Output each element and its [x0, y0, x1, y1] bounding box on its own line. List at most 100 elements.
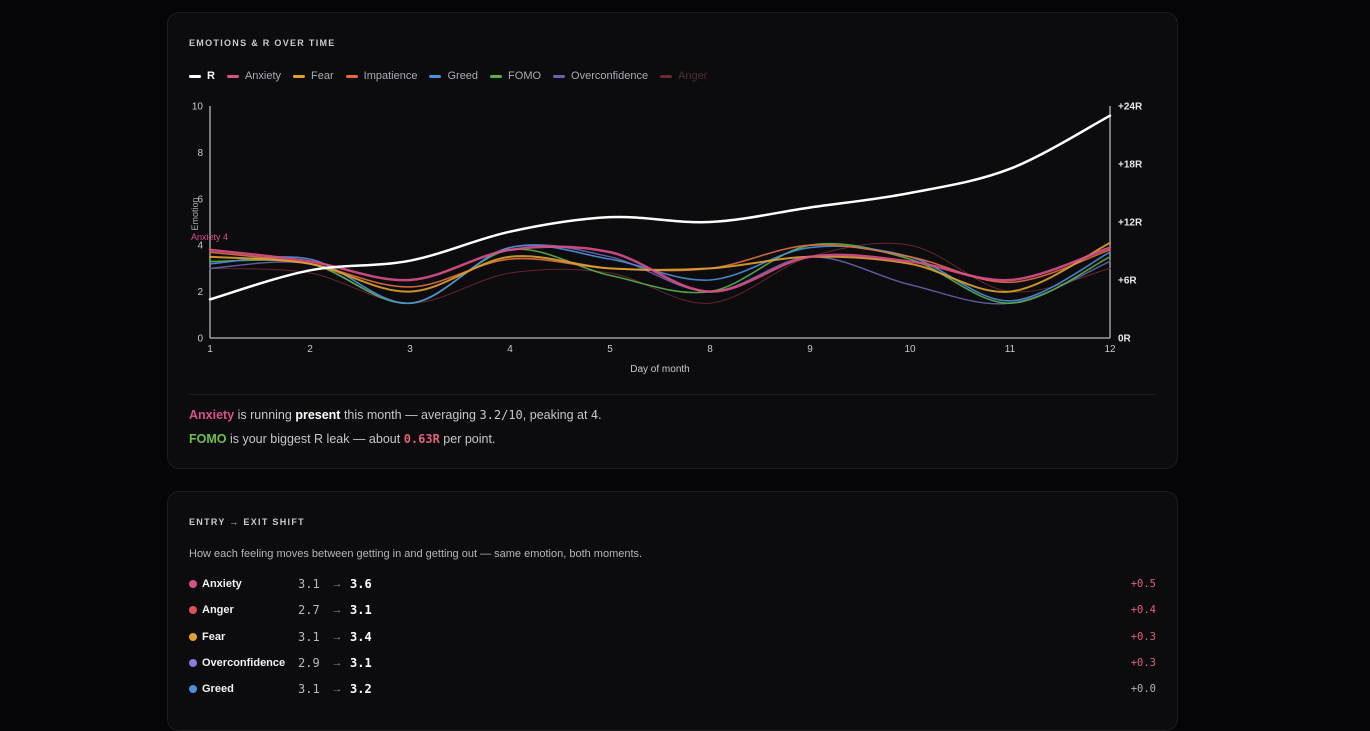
entry-value: 3.1 — [298, 682, 320, 697]
y-tick-label: 8 — [197, 148, 203, 159]
insight-text: this month — averaging — [340, 408, 480, 422]
insight-text: is your biggest R leak — about — [226, 432, 404, 446]
shift-row-fear: Fear 3.1 → 3.4 +0.3 — [189, 627, 1156, 647]
series-line-fear — [209, 241, 1111, 293]
x-tick-label: 4 — [507, 344, 513, 355]
x-tick-label: 11 — [1005, 344, 1016, 355]
legend-swatch — [345, 74, 358, 78]
y-tick-label: 10 — [192, 102, 204, 113]
legend-label: FOMO — [508, 70, 542, 82]
x-tick-label: 5 — [607, 344, 613, 355]
insight-emotion-fomo: FOMO — [189, 432, 227, 446]
emotion-dot — [189, 580, 197, 588]
x-tick-label: 2 — [307, 344, 313, 355]
shift-card-title: ENTRY → EXIT SHIFT — [189, 517, 305, 527]
delta-value: +0.3 — [1130, 630, 1156, 643]
legend-item-anger[interactable]: Anger — [660, 70, 707, 82]
emotion-dot — [189, 632, 197, 641]
anxiety-insight: Anxiety is running present this month — … — [189, 408, 602, 422]
legend-swatch — [189, 74, 201, 78]
legend-swatch — [293, 74, 306, 78]
insight-average: 3.2/10 — [479, 408, 523, 422]
card-divider — [189, 394, 1156, 395]
legend-label: Anger — [678, 70, 708, 82]
emotion-name: Anger — [202, 604, 234, 617]
x-tick-label: 3 — [407, 344, 413, 355]
emotion-dot — [189, 606, 197, 615]
insight-text: , peaking at — [522, 408, 591, 422]
arrow-icon: → — [331, 630, 343, 643]
x-tick-label: 10 — [904, 344, 916, 355]
entry-value: 2.7 — [298, 603, 320, 618]
entry-value: 3.1 — [298, 577, 320, 591]
legend-item-r[interactable]: R — [189, 70, 215, 82]
legend-item-fear[interactable]: Fear — [293, 70, 334, 82]
legend-item-overconfidence[interactable]: Overconfidence — [553, 70, 648, 82]
exit-value: 3.4 — [350, 629, 372, 644]
insight-text: per point. — [439, 432, 496, 446]
emotion-dot — [189, 685, 197, 694]
arrow-icon: → — [331, 578, 343, 590]
legend-swatch — [490, 74, 503, 78]
y-tick-label: 6 — [197, 194, 203, 205]
x-tick-label: 1 — [207, 344, 213, 355]
delta-value: +0.3 — [1130, 656, 1156, 669]
x-tick-label: 8 — [707, 344, 713, 355]
emotion-name: Anxiety — [202, 578, 242, 590]
shift-row-overconfidence: Overconfidence 2.9 → 3.1 +0.3 — [189, 653, 1156, 673]
delta-value: +0.4 — [1130, 604, 1156, 617]
y-tick-label: 2 — [197, 287, 203, 298]
exit-value: 3.1 — [350, 655, 372, 670]
x-axis-label: Day of month — [630, 364, 689, 375]
fomo-insight: FOMO is your biggest R leak — about 0.63… — [189, 432, 495, 446]
legend-item-impatience[interactable]: Impatience — [345, 70, 418, 82]
shift-row-anxiety: Anxiety 3.1 → 3.6 +0.5 — [189, 574, 1156, 594]
legend-label: Anxiety — [244, 70, 282, 82]
emotion-name: Overconfidence — [202, 656, 286, 669]
exit-value: 3.1 — [350, 603, 372, 618]
y2-tick-label: +18R — [1118, 160, 1143, 171]
series-line-fomo — [209, 242, 1111, 305]
chart-card-title: EMOTIONS & R OVER TIME — [189, 38, 336, 48]
y2-tick-label: +12R — [1118, 218, 1143, 229]
series-line-r — [208, 114, 1112, 301]
legend-label: Impatience — [363, 70, 418, 82]
exit-value: 3.2 — [350, 682, 372, 697]
series-line-anger — [209, 242, 1111, 304]
series-line-anxiety — [208, 245, 1112, 293]
legend-item-greed[interactable]: Greed — [429, 70, 478, 82]
y-axis-label: Emotion — [190, 197, 200, 230]
insight-text: . — [598, 408, 602, 422]
emotion-name: Fear — [202, 630, 226, 643]
y2-tick-label: +24R — [1118, 102, 1143, 113]
emotions-chart-card: EMOTIONS & R OVER TIME R Anxiety Fear Impat… — [167, 12, 1178, 469]
legend-label: Overconfidence — [571, 70, 649, 82]
insight-emotion-anxiety: Anxiety — [189, 408, 235, 422]
y2-tick-label: 0R — [1118, 334, 1132, 345]
shift-row-greed: Greed 3.1 → 3.2 +0.0 — [189, 679, 1156, 699]
delta-value: +0.0 — [1130, 683, 1156, 696]
arrow-icon: → — [331, 604, 343, 617]
insight-level: present — [295, 408, 341, 422]
exit-value: 3.6 — [350, 577, 372, 591]
insight-peak: 4 — [590, 408, 599, 422]
arrow-icon: → — [331, 683, 343, 696]
legend-swatch — [553, 74, 566, 78]
y-tick-label: 0 — [197, 334, 203, 345]
legend-label: Fear — [311, 70, 334, 82]
legend-item-anxiety[interactable]: Anxiety — [226, 70, 282, 82]
legend-label: R — [207, 70, 215, 82]
entry-exit-shift-card: ENTRY → EXIT SHIFT How each feeling move… — [167, 491, 1178, 731]
legend-swatch — [429, 74, 442, 78]
entry-value: 2.9 — [298, 655, 320, 670]
y-tick-label: 4 — [197, 241, 203, 252]
legend-swatch — [226, 74, 239, 78]
legend-item-fomo[interactable]: FOMO — [490, 70, 541, 82]
insight-r-leak-value: 0.63R — [403, 432, 440, 446]
shift-row-anger: Anger 2.7 → 3.1 +0.4 — [189, 600, 1156, 620]
delta-value: +0.5 — [1130, 578, 1156, 590]
anxiety-peak-annotation: Anxiety 4 — [191, 232, 228, 242]
y2-tick-label: +6R — [1118, 276, 1137, 287]
x-tick-label: 9 — [807, 344, 813, 355]
